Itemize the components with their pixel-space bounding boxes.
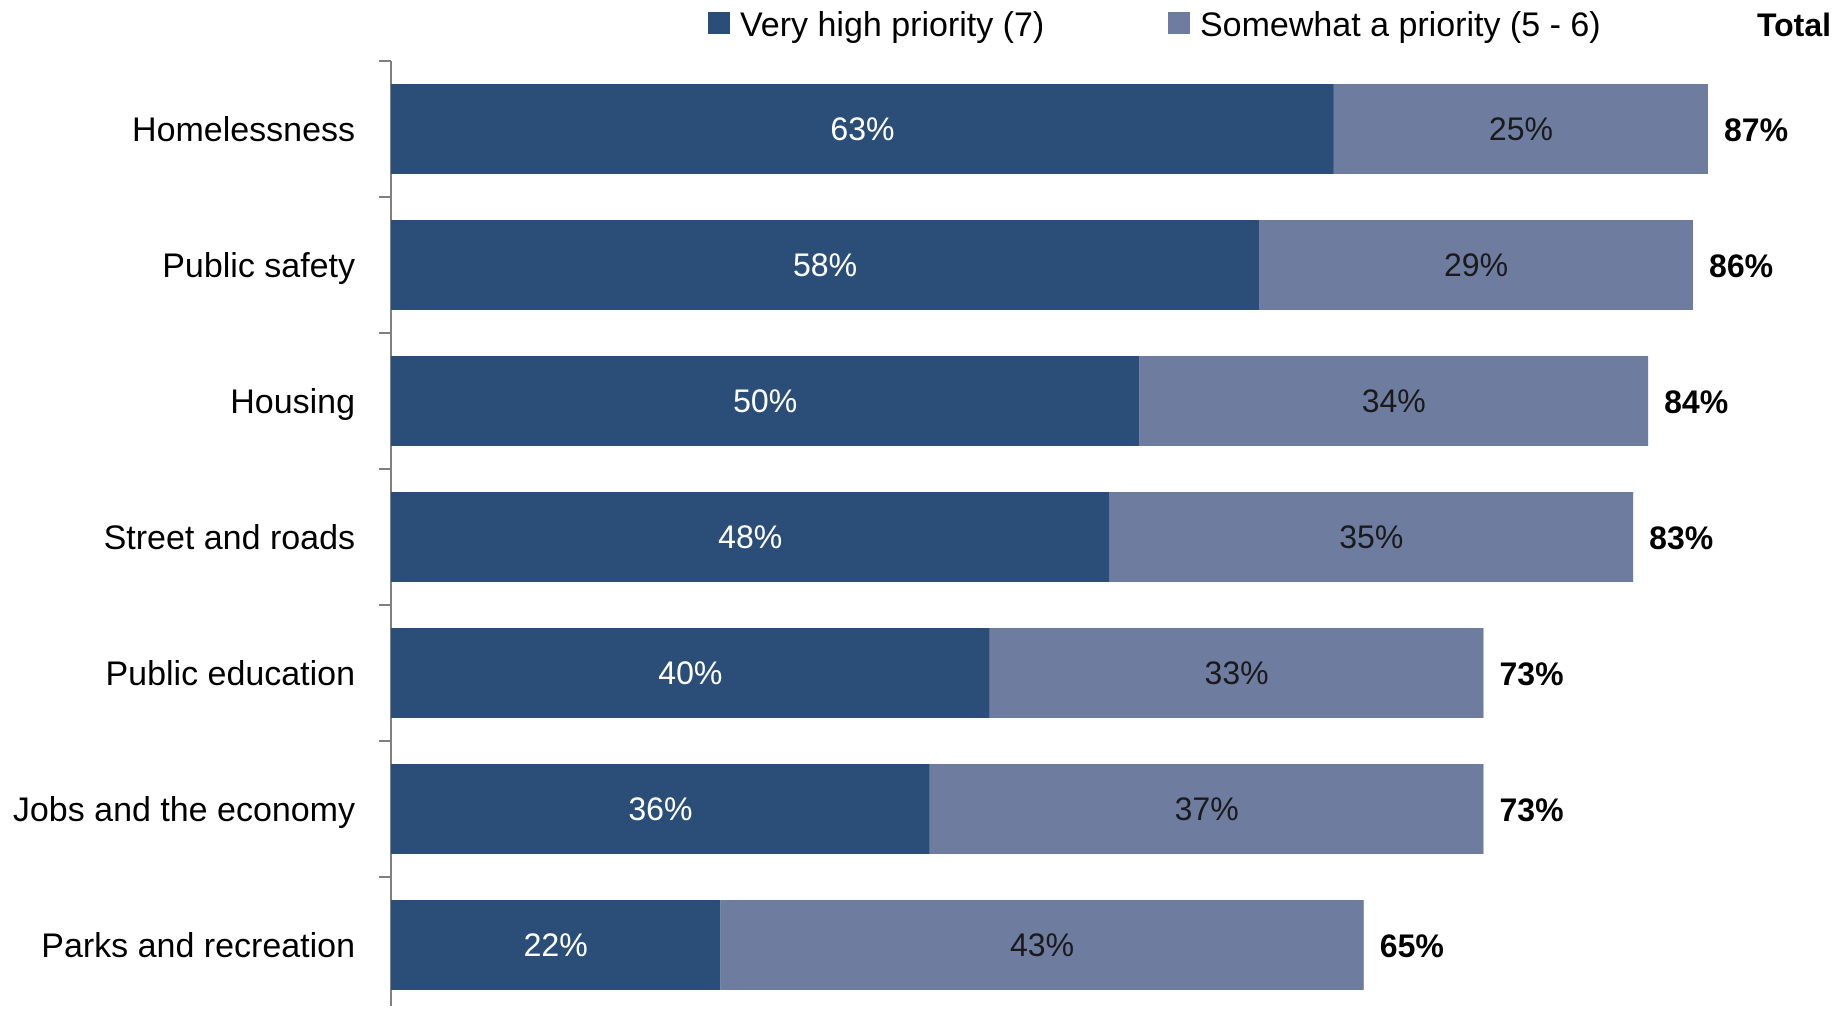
legend-label-2: Somewhat a priority (5 - 6) xyxy=(1200,6,1601,44)
bar-segment-very-high xyxy=(391,764,930,854)
legend-label-1: Very high priority (7) xyxy=(740,6,1044,44)
category-label: Street and roads xyxy=(104,519,355,557)
category-axis xyxy=(379,60,392,1006)
total-label: 86% xyxy=(1709,248,1773,284)
data-label: 34% xyxy=(1362,383,1426,419)
total-label: 73% xyxy=(1500,792,1564,828)
bar-segment-very-high xyxy=(391,492,1110,582)
bar-segment-somewhat xyxy=(1259,220,1694,310)
bar-segment-somewhat xyxy=(720,900,1364,990)
category-labels: Homelessness Public safety Housing Street a… xyxy=(13,111,355,965)
totals-header: Total xyxy=(1757,7,1831,43)
bar-segment-very-high xyxy=(391,628,990,718)
category-label: Housing xyxy=(230,383,355,421)
data-label: 58% xyxy=(793,247,857,283)
data-label: 63% xyxy=(830,111,894,147)
bar-segment-somewhat xyxy=(1109,492,1634,582)
bar-segment-somewhat xyxy=(929,764,1484,854)
data-label: 43% xyxy=(1010,927,1074,963)
data-label: 33% xyxy=(1205,655,1269,691)
bar-segment-very-high xyxy=(391,84,1334,174)
bar-segment-somewhat xyxy=(989,628,1484,718)
data-label: 50% xyxy=(733,383,797,419)
data-label: 25% xyxy=(1489,111,1553,147)
total-label: 83% xyxy=(1649,520,1713,556)
legend-swatch-2 xyxy=(1168,12,1190,34)
total-label: 65% xyxy=(1380,928,1444,964)
total-label: 87% xyxy=(1724,112,1788,148)
bar-segment-very-high xyxy=(391,220,1260,310)
bar-segment-somewhat xyxy=(1333,84,1708,174)
bar-segment-very-high xyxy=(391,900,721,990)
total-label: 73% xyxy=(1500,656,1564,692)
category-label: Jobs and the economy xyxy=(13,791,355,829)
data-label: 35% xyxy=(1339,519,1403,555)
data-label: 29% xyxy=(1444,247,1508,283)
legend: Very high priority (7) Somewhat a priorit… xyxy=(708,6,1831,44)
data-label: 40% xyxy=(658,655,722,691)
bar-segment-very-high xyxy=(391,356,1140,446)
data-label: 36% xyxy=(628,791,692,827)
bar-segment-somewhat xyxy=(1139,356,1649,446)
bars: 63% 25% 58% 29% 50% 34% 48% 35% 40% 33% 36% 37% 22% 4… xyxy=(391,84,1708,990)
category-label: Public safety xyxy=(162,247,355,285)
category-label: Homelessness xyxy=(132,111,355,149)
data-label: 37% xyxy=(1175,791,1239,827)
data-label: 22% xyxy=(524,927,588,963)
category-label: Public education xyxy=(105,655,355,693)
total-label: 84% xyxy=(1664,384,1728,420)
totals: 87% 86% 84% 83% 73% 73% 65% xyxy=(1380,112,1788,964)
category-label: Parks and recreation xyxy=(41,927,355,965)
data-label: 48% xyxy=(718,519,782,555)
legend-swatch-1 xyxy=(708,12,730,34)
